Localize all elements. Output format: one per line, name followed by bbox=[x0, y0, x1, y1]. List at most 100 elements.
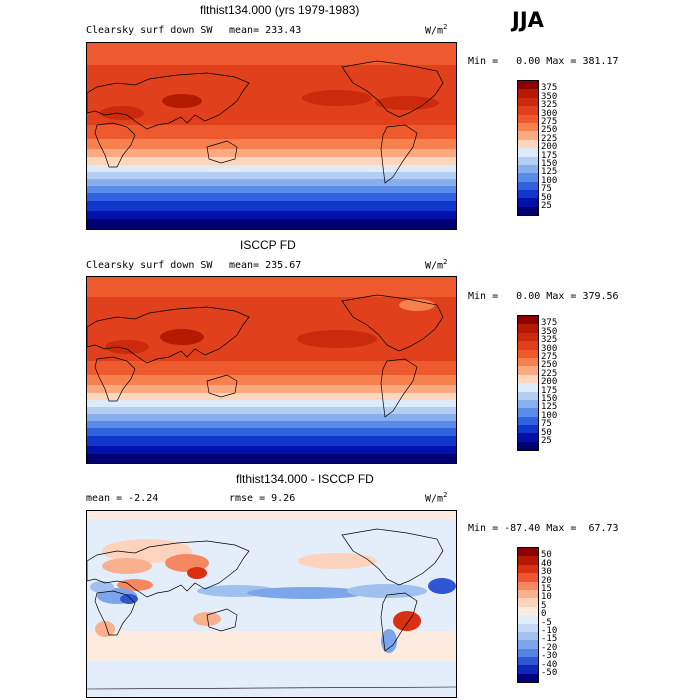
colorbar-cell bbox=[518, 391, 538, 400]
colorbar-level-label: -30 bbox=[541, 651, 558, 662]
colorbar-cell bbox=[518, 556, 538, 565]
colorbar-cell bbox=[518, 441, 538, 451]
colorbar-cell bbox=[518, 341, 538, 350]
panel-title: flthist134.000 (yrs 1979-1983) bbox=[200, 3, 360, 17]
colorbar-level-label: 275 bbox=[541, 352, 558, 362]
colorbar-cell bbox=[518, 332, 538, 342]
colorbar-level-label: 375 bbox=[541, 318, 558, 329]
colorbar-level-label: 225 bbox=[541, 133, 558, 144]
field-label: Clearsky surf down SW bbox=[86, 25, 213, 36]
colorbar-level-label: 350 bbox=[541, 326, 558, 337]
colorbar-cell bbox=[518, 349, 538, 358]
map-model bbox=[86, 42, 457, 230]
colorbar-cell bbox=[518, 324, 538, 333]
colorbar-cell bbox=[518, 122, 538, 132]
colorbar-cell bbox=[518, 190, 538, 199]
colorbar-cell bbox=[518, 139, 538, 149]
rmse-label: rmse = 9.26 bbox=[229, 493, 296, 504]
colorbar-cell bbox=[518, 425, 538, 434]
colorbar-model-bar bbox=[517, 80, 539, 217]
units-label: W/m2 bbox=[425, 23, 448, 37]
colorbar-cell bbox=[518, 433, 538, 442]
colorbar-level-label: 100 bbox=[541, 175, 558, 186]
colorbar-level-label: 50 bbox=[541, 550, 552, 561]
colorbar-level-label: 0 bbox=[541, 609, 547, 620]
map-obs bbox=[86, 276, 457, 464]
min-max-readout: Min = 0.00 Max = 379.56 bbox=[468, 291, 619, 302]
colorbar-cell bbox=[518, 408, 538, 417]
mean-label: mean= 235.67 bbox=[229, 260, 302, 271]
colorbar-cell bbox=[518, 673, 538, 683]
colorbar-obs-bar bbox=[517, 315, 539, 452]
colorbar-cell bbox=[518, 164, 538, 174]
colorbar-cell bbox=[518, 374, 538, 384]
colorbar-cell bbox=[518, 181, 538, 191]
units-label: W/m2 bbox=[425, 491, 448, 505]
colorbar-level-label: 50 bbox=[541, 427, 552, 438]
colorbar-level-label: -20 bbox=[541, 642, 558, 653]
mean-label: mean = -2.24 bbox=[86, 493, 159, 504]
colorbar-cell bbox=[518, 316, 538, 325]
colorbar-cell bbox=[518, 106, 538, 115]
colorbar-level-label: 30 bbox=[541, 567, 552, 578]
colorbar-cell bbox=[518, 97, 538, 107]
colorbar-cell bbox=[518, 416, 538, 426]
map-diff-field bbox=[87, 511, 456, 697]
map-obs-field bbox=[87, 277, 456, 463]
colorbar-level-label: 15 bbox=[541, 584, 552, 594]
colorbar-level-label: 200 bbox=[541, 377, 558, 388]
map-model-field bbox=[87, 43, 456, 229]
colorbar-level-label: 150 bbox=[541, 159, 558, 169]
colorbar-cell bbox=[518, 383, 538, 392]
colorbar-level-label: 325 bbox=[541, 100, 558, 111]
colorbar-diff-bar bbox=[517, 547, 539, 684]
min-max-readout: Min = 0.00 Max = 381.17 bbox=[468, 56, 619, 67]
colorbar-level-label: 275 bbox=[541, 117, 558, 127]
colorbar-level-label: 100 bbox=[541, 410, 558, 421]
colorbar-cell bbox=[518, 548, 538, 557]
colorbar-level-label: -15 bbox=[541, 634, 558, 645]
colorbar-level-label: 350 bbox=[541, 91, 558, 102]
colorbar-cell bbox=[518, 648, 538, 658]
colorbar-level-label: 300 bbox=[541, 108, 558, 119]
colorbar-cell bbox=[518, 640, 538, 649]
colorbar-cell bbox=[518, 173, 538, 182]
colorbar-level-label: 75 bbox=[541, 419, 552, 430]
colorbar-level-label: 20 bbox=[541, 575, 552, 586]
colorbar-level-label: 75 bbox=[541, 184, 552, 195]
colorbar-level-label: 50 bbox=[541, 192, 552, 203]
colorbar-cell bbox=[518, 581, 538, 590]
season-label: JJA bbox=[512, 8, 544, 32]
colorbar-level-label: -10 bbox=[541, 626, 558, 636]
colorbar-cell bbox=[518, 156, 538, 165]
map-diff bbox=[86, 510, 457, 698]
colorbar-cell bbox=[518, 357, 538, 367]
colorbar-cell bbox=[518, 623, 538, 632]
units-label: W/m2 bbox=[425, 258, 448, 272]
colorbar-level-label: -50 bbox=[541, 668, 558, 678]
colorbar-cell bbox=[518, 573, 538, 582]
colorbar-cell bbox=[518, 399, 538, 409]
colorbar-level-label: 250 bbox=[541, 125, 558, 136]
colorbar-level-label: 10 bbox=[541, 592, 552, 603]
colorbar-level-label: 225 bbox=[541, 368, 558, 379]
colorbar-level-label: 200 bbox=[541, 142, 558, 153]
colorbar-cell bbox=[518, 366, 538, 375]
colorbar-cell bbox=[518, 598, 538, 607]
colorbar-level-label: 125 bbox=[541, 402, 558, 413]
colorbar-level-label: 250 bbox=[541, 360, 558, 371]
colorbar-cell bbox=[518, 206, 538, 216]
colorbar-cell bbox=[518, 631, 538, 641]
colorbar-cell bbox=[518, 615, 538, 624]
colorbar-level-label: 300 bbox=[541, 343, 558, 354]
colorbar-cell bbox=[518, 114, 538, 123]
colorbar-cell bbox=[518, 131, 538, 140]
colorbar-cell bbox=[518, 89, 538, 98]
colorbar-cell bbox=[518, 148, 538, 157]
min-max-readout: Min = -87.40 Max = 67.73 bbox=[468, 523, 619, 534]
colorbar-level-label: 175 bbox=[541, 385, 558, 396]
colorbar-level-label: 325 bbox=[541, 335, 558, 346]
colorbar-level-label: 375 bbox=[541, 83, 558, 94]
colorbar-cell bbox=[518, 665, 538, 674]
colorbar-level-label: 25 bbox=[541, 436, 552, 446]
